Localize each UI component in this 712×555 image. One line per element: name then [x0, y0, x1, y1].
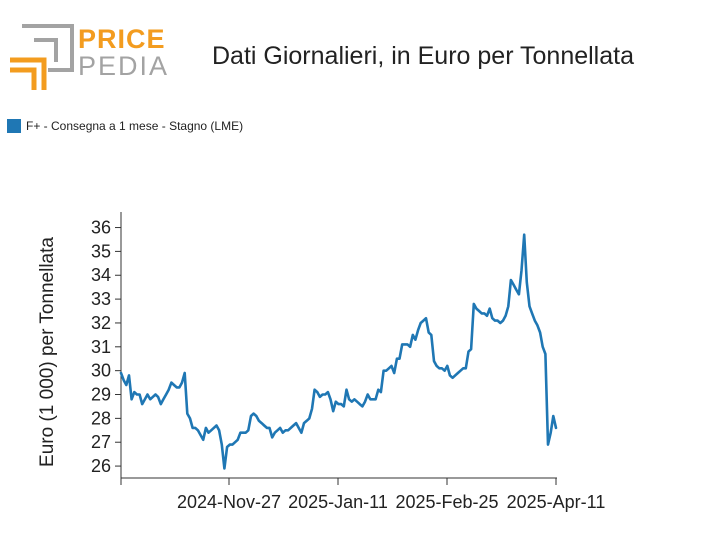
y-tick-label: 32 — [91, 313, 111, 333]
legend: F+ - Consegna a 1 mese - Stagno (LME) — [7, 119, 243, 133]
y-tick-label: 35 — [91, 241, 111, 261]
logo-text-pedia: PEDIA — [78, 51, 170, 81]
y-tick-label: 36 — [91, 218, 111, 238]
x-tick-label: 2025-Apr-11 — [507, 492, 606, 512]
series-line — [119, 233, 558, 470]
x-tick-label: 2025-Jan-11 — [288, 492, 388, 512]
y-tick-label: 29 — [91, 385, 111, 405]
pricepedia-logo: PRICE PEDIA — [8, 22, 167, 94]
y-axis-title: Euro (1 000) per Tonnellata — [37, 237, 58, 467]
y-tick-label: 33 — [91, 289, 111, 309]
x-tick-label: 2025-Feb-25 — [395, 492, 498, 512]
y-tick-label: 34 — [91, 265, 111, 285]
y-tick-label: 30 — [91, 361, 111, 381]
y-tick-label: 28 — [91, 408, 111, 428]
logo-text-price: PRICE — [78, 24, 166, 54]
y-tick-label: 31 — [91, 337, 111, 357]
y-tick-label: 26 — [91, 456, 111, 476]
logo-mark-icon — [10, 24, 74, 90]
legend-swatch — [7, 119, 21, 133]
x-tick-label: 2024-Nov-27 — [177, 492, 281, 512]
y-tick-label: 27 — [91, 432, 111, 452]
legend-label: F+ - Consegna a 1 mese - Stagno (LME) — [26, 119, 244, 133]
chart-title: Dati Giornalieri, in Euro per Tonnellata — [212, 42, 634, 70]
